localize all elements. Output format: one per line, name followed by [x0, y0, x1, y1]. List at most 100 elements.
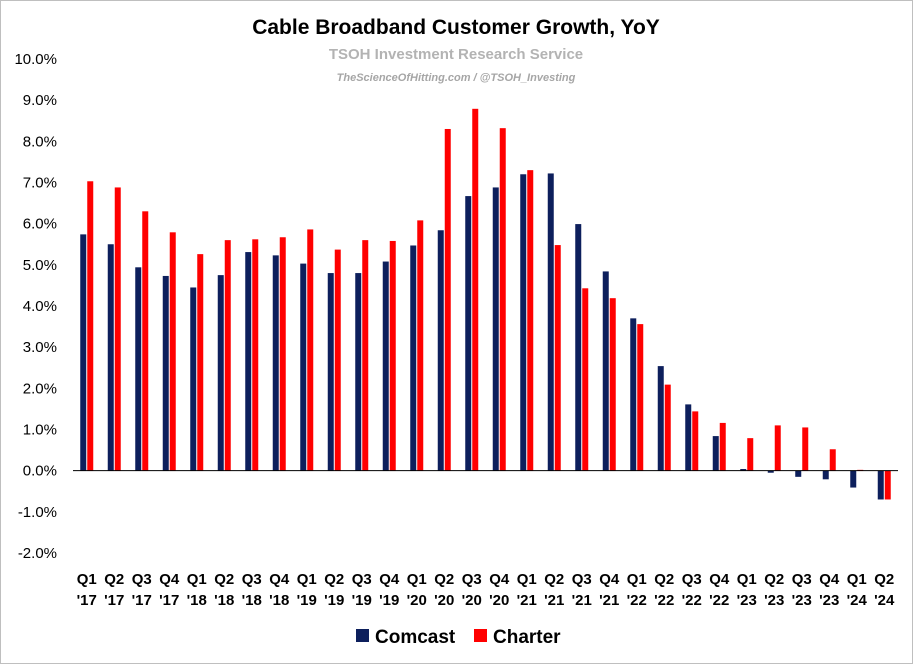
x-tick-year: '19 — [324, 592, 344, 609]
bar-comcast — [135, 267, 142, 471]
x-tick-quarter: Q3 — [242, 571, 262, 588]
x-tick-quarter: Q2 — [874, 571, 894, 588]
bar-comcast — [740, 469, 747, 471]
x-tick-quarter: Q1 — [847, 571, 867, 588]
x-tick-quarter: Q3 — [462, 571, 482, 588]
bar-charter — [802, 427, 809, 471]
x-tick-year: '17 — [132, 592, 152, 609]
y-tick-label: 2.0% — [23, 380, 57, 397]
x-tick-year: '20 — [489, 592, 509, 609]
x-tick-year: '23 — [819, 592, 839, 609]
y-tick-label: 9.0% — [23, 92, 57, 109]
x-tick-year: '20 — [434, 592, 454, 609]
x-tick-year: '22 — [654, 592, 674, 609]
bar-comcast — [355, 273, 362, 471]
y-tick-label: -1.0% — [18, 504, 57, 521]
legend-swatch-comcast — [356, 629, 369, 642]
bar-comcast — [437, 230, 444, 471]
x-tick-quarter: Q4 — [379, 571, 400, 588]
x-tick-year: '23 — [737, 592, 757, 609]
x-tick-quarter: Q2 — [214, 571, 234, 588]
bar-charter — [142, 211, 149, 471]
bar-charter — [389, 240, 396, 471]
bar-charter — [609, 298, 616, 471]
bar-charter — [307, 229, 314, 471]
y-axis: 10.0% 9.0% 8.0% 7.0% 6.0% 5.0% 4.0% 3.0% 2.0% 1.0… — [14, 51, 57, 562]
bar-charter — [444, 128, 451, 471]
y-tick-label: -2.0% — [18, 545, 57, 562]
x-tick-quarter: Q3 — [352, 571, 372, 588]
x-tick-year: '23 — [764, 592, 784, 609]
bar-comcast — [822, 470, 829, 480]
bar-charter — [417, 220, 424, 471]
bar-comcast — [245, 252, 252, 471]
bar-comcast — [602, 271, 609, 471]
x-tick-year: '20 — [462, 592, 482, 609]
x-tick-year: '24 — [874, 592, 895, 609]
bar-charter — [197, 254, 204, 471]
legend-label-comcast: Comcast — [375, 627, 456, 648]
x-tick-quarter: Q1 — [77, 571, 97, 588]
x-tick-year: '19 — [297, 592, 317, 609]
x-tick-quarter: Q4 — [599, 571, 620, 588]
legend-label-charter: Charter — [493, 627, 561, 648]
bar-comcast — [382, 261, 389, 471]
y-tick-label: 0.0% — [23, 463, 57, 480]
bar-charter — [637, 324, 644, 471]
bar-comcast — [547, 173, 554, 471]
bar-charter — [334, 249, 341, 471]
bar-charter — [884, 470, 891, 500]
x-tick-year: '19 — [379, 592, 399, 609]
bar-comcast — [850, 470, 857, 488]
bar-comcast — [300, 263, 307, 471]
bars — [80, 108, 891, 500]
x-tick-quarter: Q4 — [819, 571, 840, 588]
bar-charter — [169, 232, 176, 471]
x-tick-year: '18 — [242, 592, 262, 609]
legend: Comcast Charter — [356, 627, 561, 648]
x-tick-quarter: Q2 — [104, 571, 124, 588]
bar-comcast — [630, 318, 637, 471]
bar-comcast — [767, 470, 774, 473]
bar-comcast — [575, 224, 582, 471]
x-tick-quarter: Q2 — [544, 571, 564, 588]
bar-charter — [87, 181, 94, 471]
x-tick-year: '21 — [517, 592, 537, 609]
y-tick-label: 8.0% — [23, 133, 57, 150]
bar-charter — [527, 170, 534, 471]
chart-subtitle: TSOH Investment Research Service — [329, 46, 583, 63]
x-tick-year: '18 — [269, 592, 289, 609]
x-tick-year: '23 — [792, 592, 812, 609]
bar-comcast — [217, 275, 224, 471]
x-tick-quarter: Q4 — [709, 571, 730, 588]
y-tick-label: 4.0% — [23, 298, 57, 315]
bar-comcast — [465, 196, 472, 471]
chart-subtitle-credit: TheScienceOfHitting.com / @TSOH_Investin… — [337, 72, 576, 84]
x-tick-quarter: Q2 — [434, 571, 454, 588]
x-tick-quarter: Q2 — [654, 571, 674, 588]
bar-charter — [499, 128, 506, 471]
x-tick-year: '22 — [682, 592, 702, 609]
bar-comcast — [712, 436, 719, 471]
bar-charter — [114, 187, 121, 471]
bar-charter — [252, 239, 259, 471]
x-tick-quarter: Q4 — [159, 571, 180, 588]
chart-title: Cable Broadband Customer Growth, YoY — [252, 16, 660, 39]
bar-charter — [774, 425, 781, 471]
x-tick-quarter: Q1 — [297, 571, 317, 588]
x-tick-year: '21 — [599, 592, 619, 609]
x-tick-year: '17 — [159, 592, 179, 609]
y-tick-label: 10.0% — [14, 51, 57, 68]
bar-charter — [224, 240, 231, 471]
x-tick-year: '21 — [544, 592, 564, 609]
x-tick-quarter: Q3 — [792, 571, 812, 588]
x-tick-quarter: Q3 — [682, 571, 702, 588]
x-tick-quarter: Q2 — [324, 571, 344, 588]
x-tick-quarter: Q1 — [517, 571, 537, 588]
bar-comcast — [795, 470, 802, 477]
x-tick-year: '18 — [187, 592, 207, 609]
bar-comcast — [107, 244, 114, 471]
x-tick-year: '22 — [709, 592, 729, 609]
